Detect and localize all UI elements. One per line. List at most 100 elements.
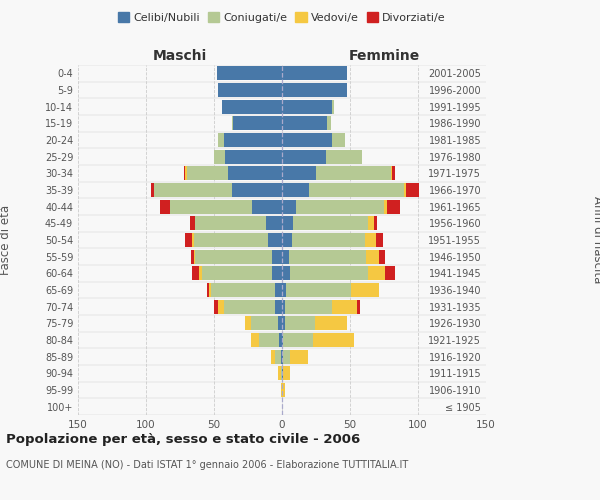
Bar xyxy=(192,266,199,280)
Bar xyxy=(332,300,357,314)
Bar xyxy=(190,216,195,230)
Bar xyxy=(214,150,225,164)
Bar xyxy=(281,350,282,364)
Bar xyxy=(187,166,227,180)
Text: COMUNE DI MEINA (NO) - Dati ISTAT 1° gennaio 2006 - Elaborazione TUTTITALIA.IT: COMUNE DI MEINA (NO) - Dati ISTAT 1° gen… xyxy=(6,460,408,469)
Bar xyxy=(282,83,347,97)
Bar xyxy=(281,383,282,397)
Bar xyxy=(282,283,286,297)
Bar xyxy=(194,233,268,247)
Bar xyxy=(374,216,377,230)
Bar xyxy=(272,266,282,280)
Bar xyxy=(385,266,395,280)
Bar xyxy=(214,300,218,314)
Bar xyxy=(332,133,344,147)
Bar xyxy=(252,200,282,214)
Bar xyxy=(275,283,282,297)
Bar xyxy=(268,233,282,247)
Bar xyxy=(282,150,326,164)
Bar xyxy=(289,250,367,264)
Bar xyxy=(365,233,376,247)
Bar xyxy=(251,333,259,347)
Bar xyxy=(313,333,354,347)
Bar xyxy=(209,283,211,297)
Bar xyxy=(282,133,332,147)
Bar xyxy=(376,233,383,247)
Bar xyxy=(282,66,347,80)
Bar xyxy=(218,300,224,314)
Bar xyxy=(272,250,282,264)
Bar xyxy=(266,216,282,230)
Bar xyxy=(192,233,194,247)
Bar xyxy=(285,316,314,330)
Bar xyxy=(278,366,281,380)
Bar xyxy=(283,350,290,364)
Bar xyxy=(160,200,170,214)
Bar xyxy=(170,200,252,214)
Bar xyxy=(251,316,278,330)
Bar xyxy=(316,166,391,180)
Bar xyxy=(282,183,309,197)
Bar xyxy=(271,350,275,364)
Bar xyxy=(282,216,293,230)
Bar xyxy=(151,183,154,197)
Bar xyxy=(282,333,283,347)
Bar xyxy=(232,183,282,197)
Bar xyxy=(282,100,332,114)
Bar xyxy=(406,183,419,197)
Bar xyxy=(282,116,327,130)
Bar xyxy=(185,166,187,180)
Text: Maschi: Maschi xyxy=(153,48,207,62)
Bar xyxy=(285,300,332,314)
Bar xyxy=(282,166,316,180)
Bar xyxy=(391,166,392,180)
Bar xyxy=(282,233,292,247)
Bar xyxy=(367,250,379,264)
Bar xyxy=(326,150,362,164)
Bar xyxy=(191,250,194,264)
Bar xyxy=(227,166,282,180)
Bar xyxy=(224,300,275,314)
Bar xyxy=(384,200,387,214)
Bar xyxy=(275,350,281,364)
Bar xyxy=(184,166,185,180)
Bar xyxy=(194,250,195,264)
Bar xyxy=(290,266,368,280)
Bar xyxy=(282,300,285,314)
Bar xyxy=(275,300,282,314)
Bar xyxy=(352,283,379,297)
Bar xyxy=(379,250,385,264)
Bar xyxy=(259,333,279,347)
Text: Popolazione per età, sesso e stato civile - 2006: Popolazione per età, sesso e stato civil… xyxy=(6,432,360,446)
Bar xyxy=(154,183,232,197)
Bar xyxy=(293,216,368,230)
Bar xyxy=(404,183,406,197)
Bar xyxy=(283,366,290,380)
Bar xyxy=(278,316,282,330)
Bar xyxy=(218,133,224,147)
Bar xyxy=(283,333,313,347)
Text: Fasce di età: Fasce di età xyxy=(0,205,13,275)
Bar xyxy=(281,366,282,380)
Bar xyxy=(327,116,331,130)
Bar xyxy=(282,383,285,397)
Bar xyxy=(290,350,308,364)
Bar xyxy=(392,166,395,180)
Bar xyxy=(217,66,282,80)
Text: Anni di nascita: Anni di nascita xyxy=(590,196,600,284)
Bar xyxy=(368,266,385,280)
Bar xyxy=(225,150,282,164)
Bar xyxy=(314,316,347,330)
Bar xyxy=(232,116,233,130)
Bar xyxy=(357,300,359,314)
Bar xyxy=(224,133,282,147)
Bar xyxy=(387,200,400,214)
Bar xyxy=(222,100,282,114)
Bar xyxy=(202,266,272,280)
Bar xyxy=(368,216,374,230)
Bar xyxy=(279,333,282,347)
Bar xyxy=(282,366,283,380)
Bar xyxy=(185,233,192,247)
Bar xyxy=(282,250,289,264)
Bar xyxy=(207,283,209,297)
